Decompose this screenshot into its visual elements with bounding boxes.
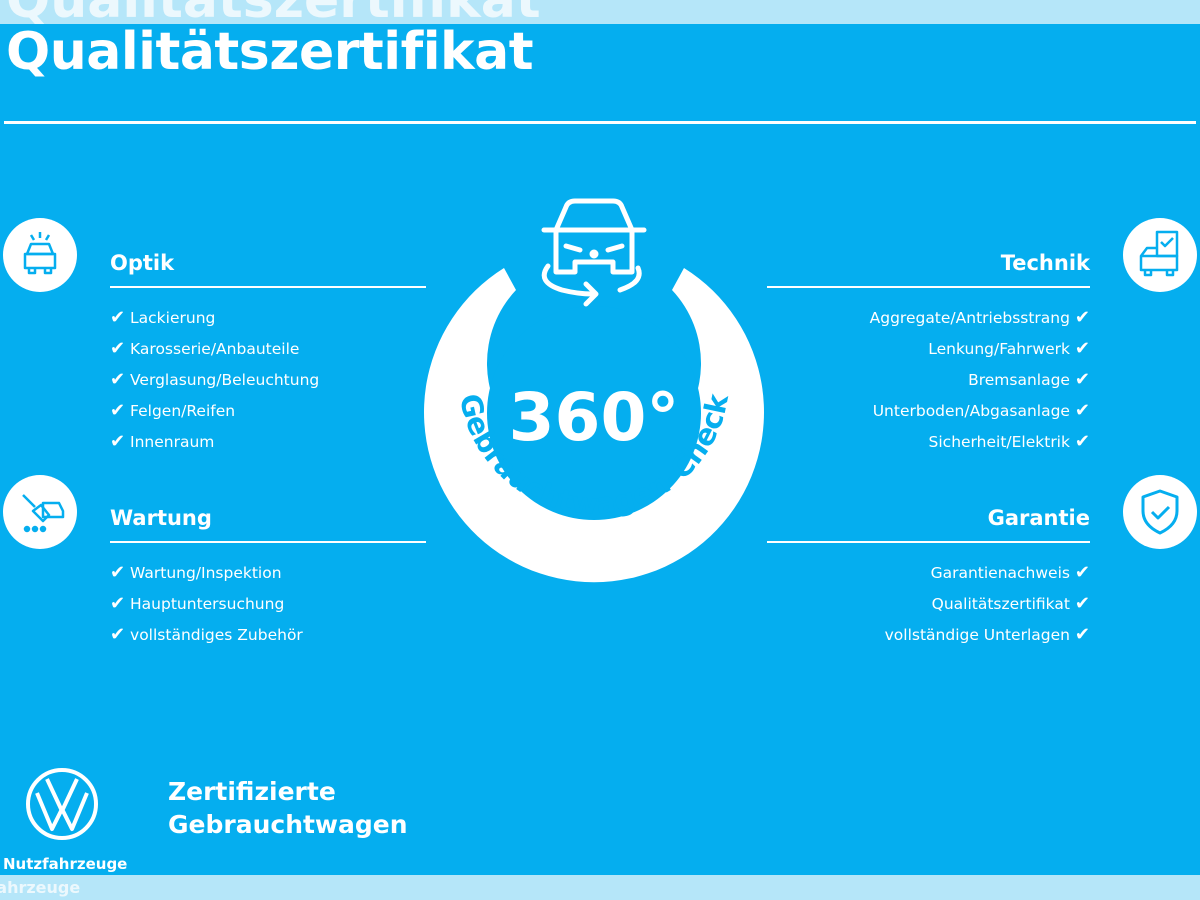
check-icon: ✔ [1074, 562, 1090, 583]
check-icon: ✔ [1074, 338, 1090, 359]
car-front-icon [3, 218, 77, 292]
check-icon: ✔ [1074, 400, 1090, 421]
list-item: ✔ Verglasung/Beleuchtung [110, 369, 320, 390]
car-checklist-icon [1123, 218, 1197, 292]
brand-name: Nutzfahrzeuge [3, 855, 128, 873]
claim-line-2: Gebrauchtwagen [168, 810, 408, 839]
title-divider [4, 121, 1196, 124]
section-garantie: Garantie Garantienachweis ✔ Qualitätszer… [767, 505, 1090, 656]
check-icon: ✔ [1074, 369, 1090, 390]
check-icon: ✔ [110, 593, 126, 614]
check-icon: ✔ [1074, 593, 1090, 614]
list-item: Lenkung/Fahrwerk ✔ [928, 338, 1090, 359]
check-icon: ✔ [1074, 307, 1090, 328]
shield-check-icon [1123, 475, 1197, 549]
check-icon: ✔ [1074, 431, 1090, 452]
claim-line-1: Zertifizierte [168, 777, 336, 806]
check-icon: ✔ [110, 400, 126, 421]
vw-logo [26, 768, 98, 840]
list-item: ✔ Karosserie/Anbauteile [110, 338, 300, 359]
list-item: Aggregate/Antriebsstrang ✔ [869, 307, 1090, 328]
service-tools-icon [3, 475, 77, 549]
section-title: Technik [767, 250, 1090, 288]
list-item: ✔ vollständiges Zubehör [110, 624, 303, 645]
check-icon: ✔ [110, 431, 126, 452]
section-title: Wartung [110, 505, 426, 543]
badge-degrees: 360° [509, 379, 680, 456]
list-item: ✔ Hauptuntersuchung [110, 593, 285, 614]
badge-ring [424, 268, 764, 583]
check-icon: ✔ [110, 624, 126, 645]
bottom-strip: zfahrzeuge [0, 875, 1200, 900]
list-item: ✔ Felgen/Reifen [110, 400, 236, 421]
list-item: Bremsanlage ✔ [968, 369, 1090, 390]
check-icon: ✔ [110, 307, 126, 328]
list-item: ✔ Wartung/Inspektion [110, 562, 282, 583]
list-item: ✔ Lackierung [110, 307, 216, 328]
section-optik: Optik ✔ Lackierung ✔ Karosserie/Anbautei… [110, 250, 426, 463]
list-item: Garantienachweis ✔ [930, 562, 1090, 583]
check-icon: ✔ [110, 562, 126, 583]
top-strip: Qualitätszertifikat [0, 0, 1200, 24]
section-title: Optik [110, 250, 426, 288]
ghost-title: Qualitätszertifikat [6, 0, 541, 24]
list-item: Unterboden/Abgasanlage ✔ [872, 400, 1090, 421]
list-item: Qualitätszertifikat ✔ [931, 593, 1090, 614]
car-360-rotate-icon [541, 198, 647, 307]
check-icon: ✔ [1074, 624, 1090, 645]
section-title: Garantie [767, 505, 1090, 543]
check-icon: ✔ [110, 369, 126, 390]
section-technik: Technik Aggregate/Antriebsstrang ✔ Lenku… [767, 250, 1090, 463]
list-item: ✔ Innenraum [110, 431, 215, 452]
list-item: vollständige Unterlagen ✔ [884, 624, 1090, 645]
section-wartung: Wartung ✔ Wartung/Inspektion ✔ Hauptunte… [110, 505, 426, 656]
ghost-brand: zfahrzeuge [0, 878, 81, 897]
list-item: Sicherheit/Elektrik ✔ [928, 431, 1090, 452]
claim-text: Zertifizierte Gebrauchtwagen [168, 775, 408, 841]
page-title: Qualitätszertifikat [6, 22, 534, 82]
check-icon: ✔ [110, 338, 126, 359]
